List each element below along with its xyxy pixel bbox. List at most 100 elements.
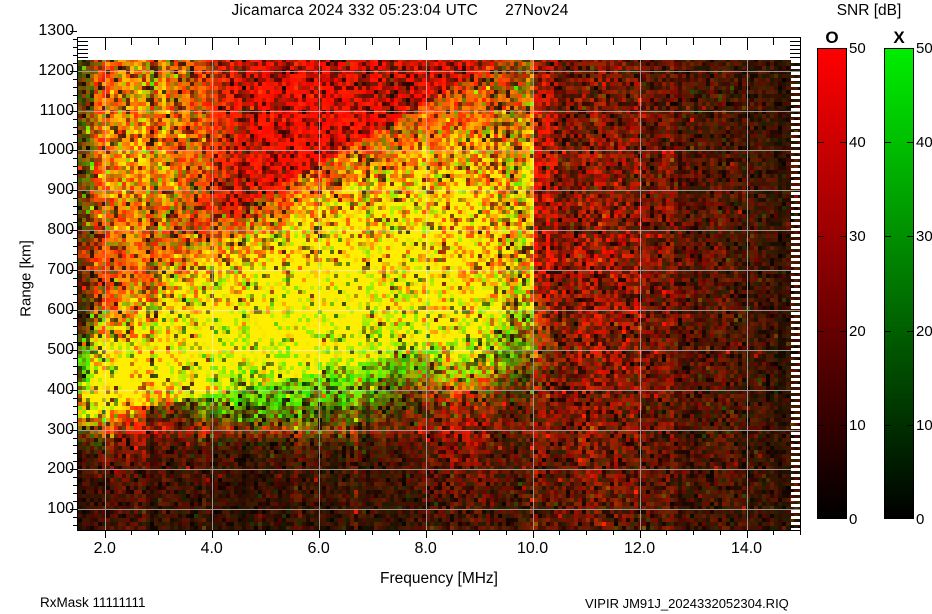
colorbar-tick <box>884 142 891 144</box>
colorbar-x-gradient <box>884 48 914 519</box>
top-left-hatch <box>78 41 88 42</box>
y-minor-tick <box>73 62 77 64</box>
y-minor-tick <box>73 206 77 208</box>
top-minor-tick <box>238 38 240 45</box>
y-minor-tick <box>73 461 77 463</box>
colorbar-tick <box>907 236 914 238</box>
colorbar-tick-label: 40 <box>916 134 932 152</box>
top-minor-tick <box>479 38 481 45</box>
y-minor-tick <box>73 397 77 399</box>
y-tick-label: 500 <box>47 340 74 358</box>
y-tick-label: 200 <box>47 460 74 478</box>
y-tick <box>70 469 77 471</box>
top-minor-tick <box>666 38 668 45</box>
ionogram-plot[interactable] <box>78 38 800 530</box>
x-minor-tick <box>265 531 267 535</box>
colorbar-tick-label: 20 <box>916 322 932 340</box>
y-minor-tick <box>73 46 77 48</box>
x-tick <box>425 531 427 538</box>
x-tick <box>532 531 534 538</box>
x-minor-tick <box>452 531 454 535</box>
colorbar-tick <box>817 236 824 238</box>
top-minor-tick <box>131 38 133 45</box>
y-minor-tick <box>73 54 77 56</box>
x-minor-tick <box>586 531 588 535</box>
colorbar-tick <box>817 142 824 144</box>
x-tick-label: 8.0 <box>414 540 437 557</box>
top-major-tick <box>639 38 641 50</box>
y-minor-tick <box>73 254 77 256</box>
y-tick <box>70 230 77 232</box>
top-right-hatch <box>790 57 800 58</box>
x-minor-tick <box>291 531 293 535</box>
y-tick <box>70 429 77 431</box>
top-left-hatch <box>78 53 88 54</box>
x-tick-label: 12.0 <box>623 540 656 557</box>
y-minor-tick <box>73 38 77 40</box>
colorbar-tick-label: 30 <box>849 228 866 246</box>
page-title: Jicamarca 2024 332 05:23:04 UTC 27Nov24 <box>231 2 569 19</box>
colorbar-tick-label: 50 <box>849 40 866 57</box>
y-minor-tick <box>73 142 77 144</box>
y-minor-tick <box>73 174 77 176</box>
y-minor-tick <box>73 102 77 104</box>
y-minor-tick <box>73 118 77 120</box>
y-minor-tick <box>73 485 77 487</box>
y-axis-title: Range [km] <box>17 240 35 317</box>
colorbar-tick-label: 10 <box>916 416 932 434</box>
ionogram-canvas <box>78 38 800 530</box>
x-tick <box>104 531 106 538</box>
plot-right-edge-dots <box>791 60 800 530</box>
y-minor-tick <box>73 477 77 479</box>
top-minor-tick <box>612 38 614 45</box>
top-minor-tick <box>265 38 267 45</box>
x-minor-tick <box>238 531 240 535</box>
colorbar-o-gradient <box>817 48 847 519</box>
top-minor-tick <box>184 38 186 45</box>
y-tick <box>70 389 77 391</box>
y-minor-tick <box>73 222 77 224</box>
top-major-tick <box>211 38 213 50</box>
colorbar-o[interactable] <box>817 48 847 519</box>
colorbar-tick-label: 0 <box>849 511 858 528</box>
plot-top-tick-band <box>78 38 800 60</box>
x-tick-label: 4.0 <box>200 540 223 557</box>
y-minor-tick <box>73 373 77 375</box>
colorbar-tick <box>884 330 891 332</box>
x-tick <box>639 531 641 538</box>
y-tick <box>70 509 77 511</box>
x-minor-tick <box>773 531 775 535</box>
y-minor-tick <box>73 262 77 264</box>
top-minor-tick <box>372 38 374 45</box>
y-tick <box>70 150 77 152</box>
top-minor-tick <box>505 38 507 45</box>
y-minor-tick <box>73 445 77 447</box>
y-tick <box>70 309 77 311</box>
y-tick-label: 700 <box>47 261 74 279</box>
colorbar-x[interactable] <box>884 48 914 519</box>
colorbar-tick-label: 0 <box>916 511 925 528</box>
top-right-hatch <box>790 49 800 50</box>
colorbar-tick <box>907 142 914 144</box>
y-minor-tick <box>73 381 77 383</box>
y-tick-label: 600 <box>47 300 74 318</box>
colorbar-tick-label: 30 <box>916 228 932 246</box>
top-left-hatch <box>78 49 88 50</box>
colorbar-o-letter: O <box>825 28 839 47</box>
y-minor-tick <box>73 214 77 216</box>
y-tick <box>70 70 77 72</box>
y-tick-label: 1200 <box>38 61 74 79</box>
y-minor-tick <box>73 134 77 136</box>
y-tick <box>70 270 77 272</box>
top-minor-tick <box>693 38 695 45</box>
y-minor-tick <box>73 86 77 88</box>
y-minor-tick <box>73 278 77 280</box>
y-minor-tick <box>73 341 77 343</box>
x-minor-tick <box>131 531 133 535</box>
y-minor-tick <box>73 493 77 495</box>
top-minor-tick <box>398 38 400 45</box>
y-minor-tick <box>73 525 77 527</box>
y-minor-tick <box>73 301 77 303</box>
colorbar-tick <box>840 236 847 238</box>
top-minor-tick <box>345 38 347 45</box>
